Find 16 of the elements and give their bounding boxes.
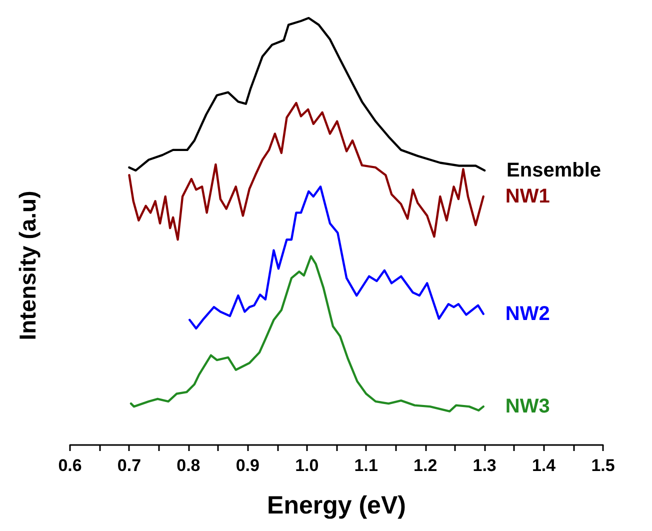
x-tick-label: 1.4 — [532, 456, 556, 475]
x-tick-label: 1.5 — [591, 456, 615, 475]
x-tick-label: 0.8 — [176, 456, 200, 475]
x-tick-label: 0.7 — [117, 456, 142, 475]
x-axis-title: Energy (eV) — [267, 492, 406, 520]
x-tick-label: 1.2 — [414, 456, 438, 475]
x-tick-label: 0.9 — [236, 456, 260, 475]
series-label: Ensemble — [506, 159, 602, 182]
series-label: NW2 — [505, 302, 550, 325]
series-label: NW1 — [505, 185, 550, 208]
x-tick-label: 0.6 — [58, 456, 82, 475]
x-tick-label: 1.1 — [354, 456, 378, 475]
x-tick-label: 1.0 — [295, 456, 319, 475]
series-label: NW3 — [505, 396, 550, 418]
y-axis-title: Intensity (a.u) — [14, 190, 40, 340]
x-tick-label: 1.3 — [472, 456, 496, 475]
